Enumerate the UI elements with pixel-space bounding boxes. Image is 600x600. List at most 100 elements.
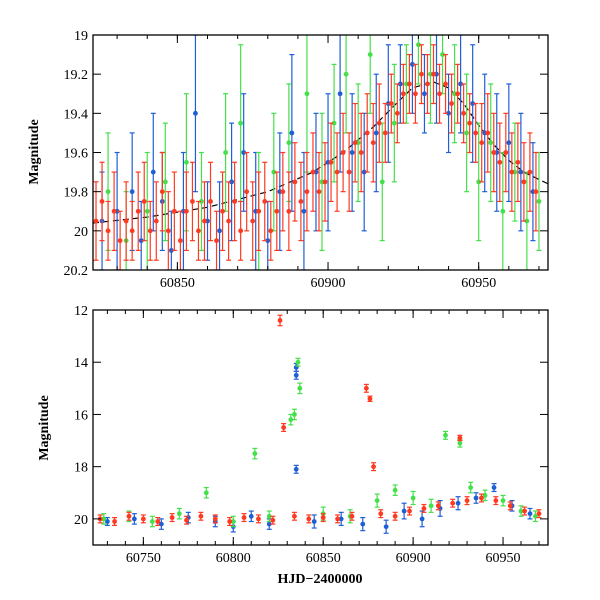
data-point [129,228,135,234]
data-point [203,490,209,496]
data-point [171,208,177,214]
data-point [500,208,506,214]
data-point [361,169,367,175]
data-point [198,513,204,519]
data-point [281,425,287,430]
data-point [256,516,261,522]
data-point [144,208,150,214]
y-tick-label: 16 [74,408,88,423]
data-point [446,110,451,116]
data-point [493,498,499,504]
data-point [288,417,294,423]
data-point [306,516,312,522]
data-point [449,101,454,106]
data-point [320,515,326,520]
data-point [274,208,280,214]
data-point [138,238,144,244]
data-point [335,516,340,522]
data-point [135,208,141,214]
data-point [527,169,533,175]
data-point [352,140,358,146]
data-point [473,130,479,136]
data-point [229,179,235,185]
data-point [376,120,382,126]
data-point [506,140,512,146]
data-point [485,130,491,136]
data-point [104,519,110,524]
data-point [270,517,276,523]
y-tick-label: 20 [74,513,88,528]
data-point [101,516,107,522]
data-point [244,189,250,195]
data-point [367,52,373,57]
y-tick-label: 19.8 [64,186,89,201]
data-point [248,513,254,519]
data-point [407,508,412,514]
bottom-x-axis-label: HJD−2400000 [278,572,363,587]
data-point [93,218,99,224]
data-point [383,524,389,530]
data-point [435,503,441,509]
data-point [397,81,403,87]
data-point [346,169,352,175]
data-point [184,517,189,523]
data-point [419,516,425,522]
data-point [443,432,448,438]
data-point [169,515,175,520]
data-point [479,495,484,501]
data-point [468,485,474,490]
data-point [392,513,398,519]
top-plot-area [93,35,548,270]
data-point [262,199,268,204]
x-tick-label: 60900 [396,551,431,566]
data-point [298,199,304,204]
data-point [358,150,364,155]
data-point [340,150,346,155]
bottom-panel: 60750 60800 60850 60900 60950 12 14 16 18 20 Magn… [37,304,549,587]
data-point [464,498,470,504]
data-point [111,208,117,214]
data-point [304,189,310,195]
data-point [227,519,233,524]
data-point [184,159,189,165]
data-point [232,199,238,204]
data-point [461,110,467,116]
data-point [370,140,376,146]
data-point [343,71,349,77]
data-point [464,130,470,136]
x-tick-label: 60950 [486,551,521,566]
data-point [419,71,424,77]
data-point [491,150,497,155]
data-point [401,508,407,514]
data-point [286,140,292,146]
data-point [301,208,307,214]
data-point [150,169,156,175]
data-point [265,238,271,244]
y-tick-label: 20 [74,225,88,240]
data-point [443,81,448,87]
data-point [371,464,376,470]
x-tick-label: 60950 [461,276,496,291]
data-point [217,228,222,234]
data-point [155,519,161,524]
x-tick-label: 60850 [306,551,341,566]
data-point [503,150,509,155]
data-point [428,503,434,509]
data-point [450,500,456,506]
data-point [105,189,111,195]
data-point [373,130,379,136]
data-point [349,513,355,519]
data-point [293,466,299,472]
data-point [223,150,228,155]
top-panel: 60850 60900 609501919.219.419.619.82020.2 … [27,29,549,291]
data-point [337,91,343,97]
data-point [293,372,299,378]
data-point [176,511,182,517]
data-point [455,91,461,97]
data-point [536,511,542,517]
data-point [99,199,105,204]
data-point [149,519,155,524]
y-tick-label: 19 [74,29,88,44]
data-point [431,71,436,77]
